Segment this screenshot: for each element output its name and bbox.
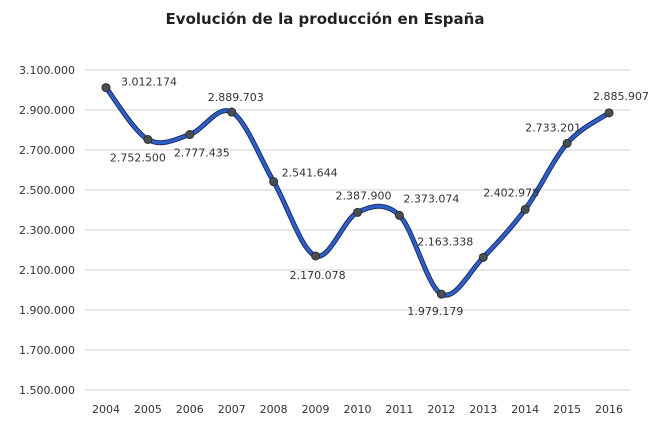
data-point	[353, 207, 362, 217]
data-label: 3.012.174	[121, 76, 177, 89]
data-label: 1.979.179	[407, 305, 463, 318]
y-tick-label: 2.300.000	[19, 224, 75, 237]
data-label: 2.541.644	[282, 167, 338, 180]
data-label: 2.777.435	[174, 147, 230, 160]
data-point	[101, 83, 111, 93]
data-point	[311, 251, 321, 261]
x-tick-label: 2015	[553, 403, 581, 416]
x-tick-label: 2012	[427, 403, 455, 416]
y-tick-label: 1.700.000	[19, 344, 75, 357]
data-point	[185, 130, 195, 140]
x-tick-label: 2004	[92, 403, 120, 416]
data-points	[101, 83, 614, 299]
x-tick-label: 2013	[469, 403, 497, 416]
data-label: 2.733.201	[525, 121, 581, 134]
chart-title: Evolución de la producción en España	[165, 10, 485, 28]
y-tick-label: 2.500.000	[19, 184, 75, 197]
y-tick-label: 3.100.000	[19, 64, 75, 77]
data-label: 2.373.074	[403, 192, 459, 205]
data-label: 2.402.978	[483, 186, 539, 199]
data-point	[478, 252, 488, 262]
x-tick-label: 2007	[218, 403, 246, 416]
y-tick-label: 2.700.000	[19, 144, 75, 157]
data-point	[143, 135, 153, 144]
data-point	[562, 138, 572, 148]
data-label: 2.387.900	[336, 189, 392, 202]
x-tick-label: 2005	[134, 403, 162, 416]
data-point	[227, 107, 237, 117]
x-tick-label: 2011	[385, 403, 413, 416]
y-tick-label: 1.900.000	[19, 304, 75, 317]
y-tick-label: 2.900.000	[19, 104, 75, 117]
data-label: 2.170.078	[290, 269, 346, 282]
x-tick-label: 2009	[302, 403, 330, 416]
x-tick-label: 2008	[260, 403, 288, 416]
y-tick-label: 1.500.000	[19, 384, 75, 397]
data-point	[520, 204, 530, 214]
data-point	[269, 177, 279, 187]
x-tick-label: 2014	[511, 403, 539, 416]
data-label: 2.752.500	[110, 152, 166, 165]
x-tick-label: 2016	[595, 403, 623, 416]
data-labels: 3.012.174 2.752.500 2.777.435 2.889.703 2.54…	[110, 76, 649, 319]
y-tick-label: 2.100.000	[19, 264, 75, 277]
data-label: 2.163.338	[417, 235, 473, 248]
data-point	[394, 210, 404, 220]
x-tick-label: 2010	[344, 403, 372, 416]
data-point	[604, 108, 614, 118]
x-tick-label: 2006	[176, 403, 204, 416]
data-label: 2.885.907	[593, 90, 649, 103]
gridlines	[85, 69, 630, 391]
data-label: 2.889.703	[208, 91, 264, 104]
axes: 1.500.000 1.700.000 1.900.000 2.100.000 2.30…	[19, 64, 623, 416]
data-point	[436, 289, 446, 299]
